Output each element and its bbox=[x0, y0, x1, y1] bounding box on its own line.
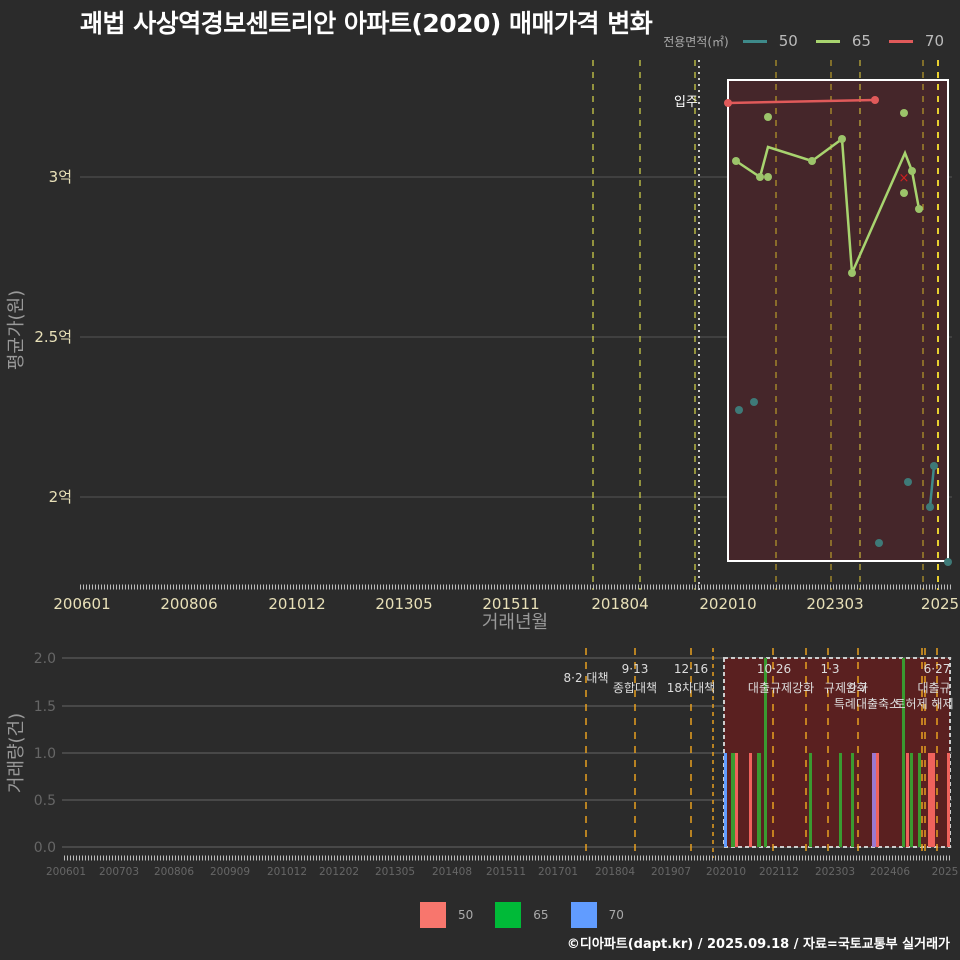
post-occupancy-region bbox=[727, 79, 949, 562]
legend-swatch-65 bbox=[815, 39, 840, 43]
price-x-axis: 200601 200806 201012 201305 201511 20180… bbox=[53, 595, 959, 613]
volume-y-label: 거래량(건) bbox=[6, 713, 27, 793]
svg-text:202303: 202303 bbox=[815, 866, 855, 878]
svg-text:202010: 202010 bbox=[706, 866, 746, 878]
legend-box-70 bbox=[570, 902, 597, 928]
source-credit: ©디아파트(dapt.kr) / 2025.09.18 / 자료=국토교통부 실… bbox=[566, 937, 950, 952]
svg-text:201511: 201511 bbox=[486, 866, 526, 878]
svg-text:201907: 201907 bbox=[651, 866, 691, 878]
volume-policy-lines bbox=[585, 648, 938, 858]
svg-text:0.0: 0.0 bbox=[34, 840, 56, 856]
svg-text:종합대책: 종합대책 bbox=[613, 680, 657, 695]
svg-text:대출규: 대출규 bbox=[917, 681, 950, 695]
price-y-axis: 3억 2.5억 2억 bbox=[34, 168, 72, 506]
svg-text:201511: 201511 bbox=[482, 595, 539, 613]
occupancy-label: 입주 bbox=[674, 95, 698, 110]
legend-box-65 bbox=[495, 902, 522, 928]
svg-text:12·16: 12·16 bbox=[674, 662, 708, 676]
svg-text:201804: 201804 bbox=[595, 866, 635, 878]
volume-chart: 8·2 대책 9·13 종합대책 12·16 18차대책 10·26 대출규제강… bbox=[6, 648, 958, 878]
legend-swatch-50 bbox=[742, 39, 767, 43]
svg-text:202303: 202303 bbox=[806, 595, 863, 613]
series-70 bbox=[724, 96, 879, 107]
svg-text:201012: 201012 bbox=[268, 595, 325, 613]
series-65: × bbox=[732, 109, 923, 277]
legend-label-65: 65 bbox=[851, 32, 871, 50]
svg-text:200601: 200601 bbox=[53, 595, 110, 613]
price-chart: 입주 × bbox=[6, 60, 959, 633]
svg-text:201202: 201202 bbox=[319, 866, 359, 878]
svg-text:2025: 2025 bbox=[932, 866, 959, 878]
svg-text:200703: 200703 bbox=[99, 866, 139, 878]
svg-text:규제완화: 규제완화 bbox=[824, 681, 868, 695]
svg-text:201804: 201804 bbox=[591, 595, 648, 613]
svg-text:201701: 201701 bbox=[538, 866, 578, 878]
svg-text:1.5: 1.5 bbox=[34, 699, 56, 715]
legend-title: 전용면적(㎡) bbox=[663, 34, 729, 49]
svg-text:1·3: 1·3 bbox=[820, 662, 839, 676]
legend-label-50: 50 bbox=[778, 32, 798, 50]
volume-bars bbox=[724, 658, 950, 847]
svg-text:대출규제강화: 대출규제강화 bbox=[748, 681, 814, 695]
series-50 bbox=[735, 398, 952, 566]
legend-swatch-70 bbox=[888, 39, 913, 43]
bottom-legend: 50 65 70 bbox=[420, 902, 646, 928]
svg-text:9·7: 9·7 bbox=[848, 681, 867, 695]
volume-x-axis: 200601 200703 200806 200909 201012 20120… bbox=[46, 866, 958, 878]
svg-text:10·26: 10·26 bbox=[757, 662, 791, 676]
svg-text:200601: 200601 bbox=[46, 866, 86, 878]
svg-text:201305: 201305 bbox=[375, 866, 415, 878]
svg-text:2.5억: 2.5억 bbox=[34, 328, 72, 346]
svg-text:18차대책: 18차대책 bbox=[667, 680, 715, 695]
chart-title: 괘법 사상역경보센트리안 아파트(2020) 매매가격 변화 bbox=[80, 9, 653, 38]
svg-text:2025: 2025 bbox=[921, 595, 959, 613]
svg-text:9·13: 9·13 bbox=[622, 662, 649, 676]
svg-text:202010: 202010 bbox=[699, 595, 756, 613]
svg-text:200806: 200806 bbox=[160, 595, 217, 613]
price-x-label: 거래년월 bbox=[482, 612, 548, 633]
svg-text:1.0: 1.0 bbox=[34, 746, 56, 762]
outlier-marker: × bbox=[899, 171, 910, 186]
svg-text:202112: 202112 bbox=[759, 866, 799, 878]
volume-y-axis: 2.0 1.5 1.0 0.5 0.0 bbox=[34, 651, 56, 856]
svg-text:201408: 201408 bbox=[432, 866, 472, 878]
svg-text:201012: 201012 bbox=[267, 866, 307, 878]
svg-text:2.0: 2.0 bbox=[34, 651, 56, 667]
legend-label-70: 70 bbox=[608, 908, 624, 922]
svg-text:202406: 202406 bbox=[870, 866, 910, 878]
svg-text:토허제 해제: 토허제 해제 bbox=[894, 697, 953, 711]
svg-text:200806: 200806 bbox=[154, 866, 194, 878]
svg-text:3억: 3억 bbox=[49, 168, 72, 186]
svg-text:200909: 200909 bbox=[210, 866, 250, 878]
svg-text:특례대출축소: 특례대출축소 bbox=[834, 697, 900, 711]
legend-label-70: 70 bbox=[924, 32, 944, 50]
policy-annotations: 8·2 대책 9·13 종합대책 12·16 18차대책 10·26 대출규제강… bbox=[564, 662, 954, 711]
svg-text:0.5: 0.5 bbox=[34, 793, 56, 809]
legend-label-65: 65 bbox=[533, 908, 549, 922]
svg-text:6·27: 6·27 bbox=[924, 662, 951, 676]
svg-text:8·2 대책: 8·2 대책 bbox=[564, 670, 609, 685]
legend-label-50: 50 bbox=[458, 908, 474, 922]
price-y-label: 평균가(원) bbox=[6, 290, 27, 370]
svg-text:2억: 2억 bbox=[49, 488, 72, 506]
top-legend: 전용면적(㎡) 50 65 70 bbox=[663, 32, 952, 50]
legend-box-50 bbox=[420, 902, 446, 928]
svg-text:201305: 201305 bbox=[375, 595, 432, 613]
